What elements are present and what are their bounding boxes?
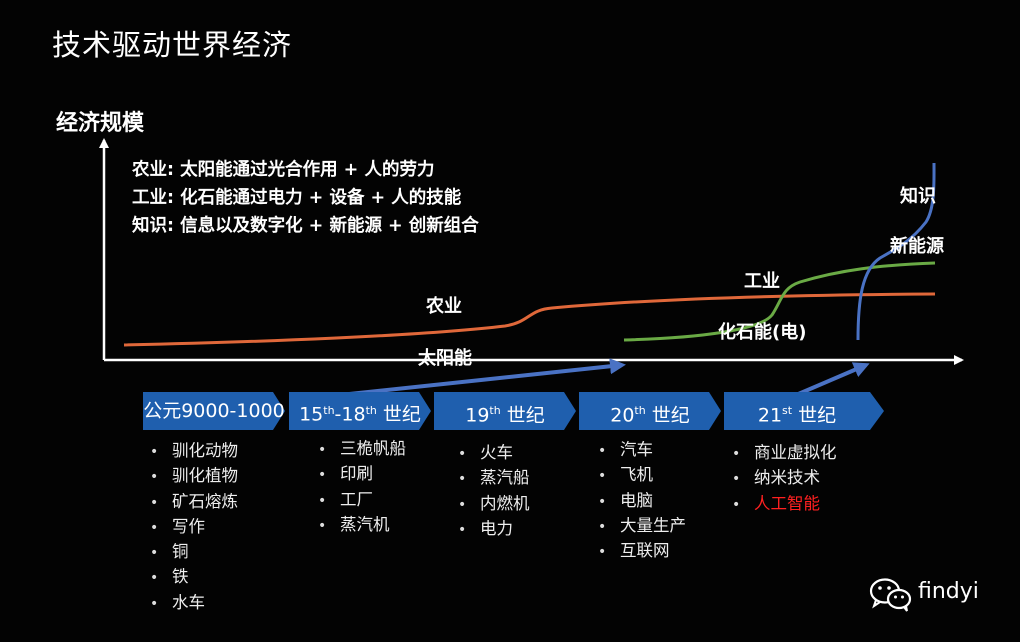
list-item: 纳米技术	[732, 465, 837, 490]
agriculture-curve	[123, 292, 936, 347]
list-item: 水车	[150, 590, 238, 615]
list-item: 工厂	[318, 487, 406, 512]
progress-arrow-1	[339, 358, 626, 397]
era-21st-century: 21st 世纪	[724, 392, 884, 430]
label-agriculture: 农业	[426, 296, 462, 317]
knowledge-curve	[856, 162, 936, 341]
era-ancient-label: 公元9000-1000	[143, 400, 285, 422]
era-ancient-items: 驯化动物 驯化植物 矿石熔炼 写作 铜 铁 水车	[150, 438, 238, 615]
era-19th-label: 19th 世纪	[465, 404, 545, 427]
label-new-energy: 新能源	[890, 236, 944, 257]
era-20th-items: 汽车 飞机 电脑 大量生产 互联网	[598, 437, 686, 563]
list-item: 商业虚拟化	[732, 440, 837, 465]
era-15-18th-label: 15th-18th 世纪	[299, 403, 421, 426]
brand-name: findyi	[918, 579, 979, 604]
era-19th-items: 火车 蒸汽船 内燃机 电力	[458, 440, 530, 541]
list-item: 电脑	[598, 488, 686, 513]
list-item: 内燃机	[458, 491, 530, 516]
list-item: 印刷	[318, 461, 406, 486]
list-item: 蒸汽机	[318, 512, 406, 537]
list-item-highlighted: 人工智能	[732, 491, 837, 516]
slide-title: 技术驱动世界经济	[52, 28, 293, 62]
list-item: 电力	[458, 516, 530, 541]
list-item: 驯化动物	[150, 438, 238, 463]
label-solar: 太阳能	[418, 348, 472, 369]
list-item: 飞机	[598, 462, 686, 487]
era-21st-label: 21st 世纪	[757, 404, 837, 427]
list-item: 写作	[150, 514, 238, 539]
era-19th-century: 19th 世纪	[434, 392, 576, 430]
list-item: 大量生产	[598, 513, 686, 538]
legend-knowledge: 知识: 信息以及数字化 + 新能源 + 创新组合	[132, 216, 479, 236]
list-item: 铜	[150, 539, 238, 564]
industry-curve	[623, 261, 936, 342]
list-item: 铁	[150, 564, 238, 589]
list-item: 互联网	[598, 538, 686, 563]
era-15-18th-items: 三桅帆船 印刷 工厂 蒸汽机	[318, 436, 406, 537]
era-20th-label: 20th 世纪	[610, 404, 690, 427]
label-fossil: 化石能(电)	[718, 322, 807, 343]
list-item: 蒸汽船	[458, 465, 530, 490]
list-item: 汽车	[598, 437, 686, 462]
era-21st-items: 商业虚拟化 纳米技术 人工智能	[732, 440, 837, 516]
era-15-18th-century: 15th-18th 世纪	[289, 392, 431, 430]
y-axis-label: 经济规模	[56, 111, 145, 136]
label-industry: 工业	[744, 271, 780, 292]
progress-arrow-2	[795, 362, 870, 397]
era-20th-century: 20th 世纪	[579, 392, 721, 430]
list-item: 驯化植物	[150, 463, 238, 488]
label-knowledge: 知识	[900, 186, 936, 207]
legend-agriculture: 农业: 太阳能通过光合作用 + 人的劳力	[132, 160, 435, 180]
era-ancient: 公元9000-1000	[143, 392, 285, 430]
list-item: 三桅帆船	[318, 436, 406, 461]
legend-industry: 工业: 化石能通过电力 + 设备 + 人的技能	[132, 188, 462, 208]
list-item: 矿石熔炼	[150, 489, 238, 514]
list-item: 火车	[458, 440, 530, 465]
wechat-icon	[869, 578, 912, 612]
